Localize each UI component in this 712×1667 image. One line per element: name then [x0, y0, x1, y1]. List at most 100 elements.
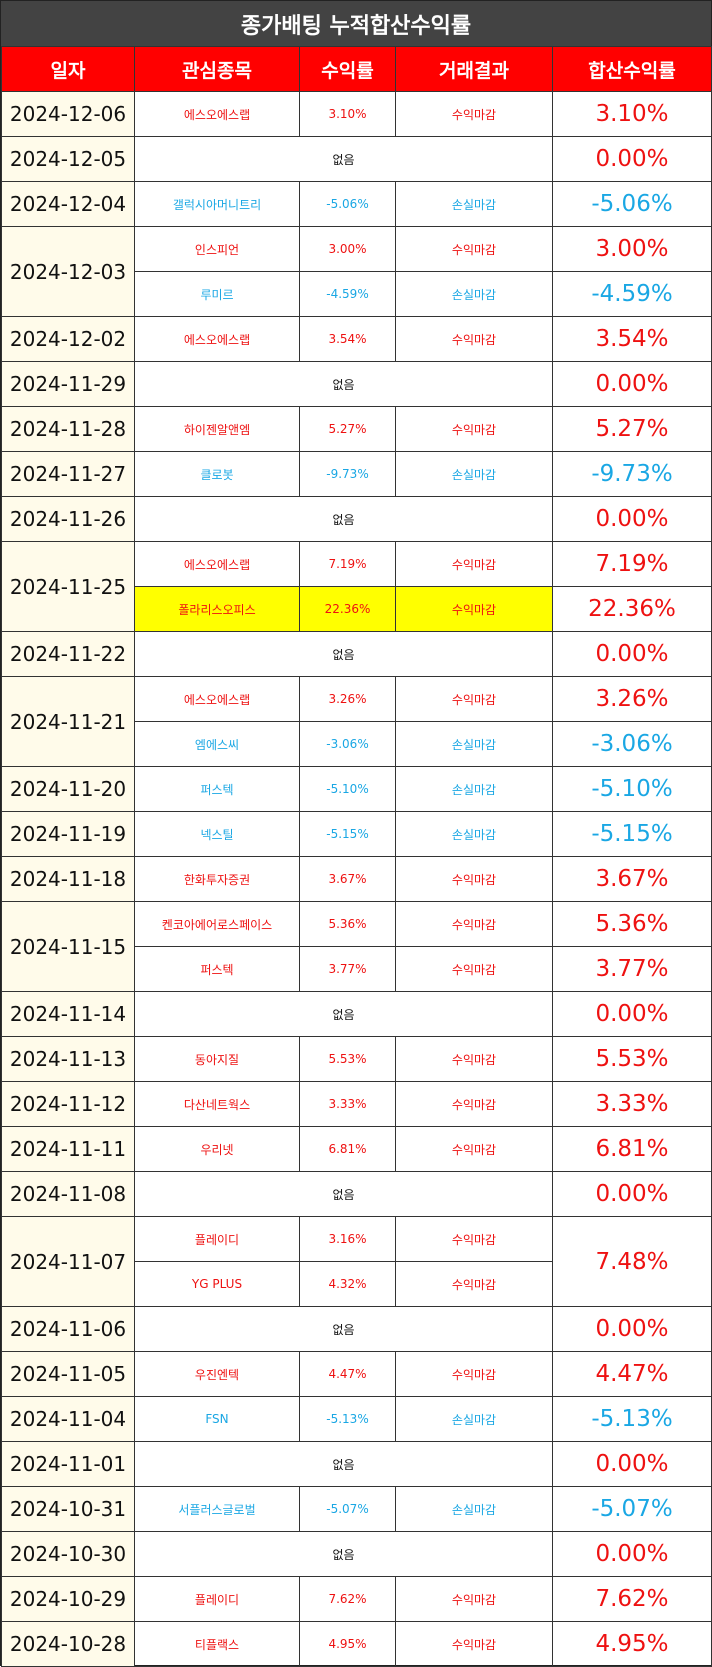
stock-name-cell: 플레이디	[134, 1576, 300, 1622]
date-cell: 2024-11-04	[1, 1396, 135, 1442]
trade-result-cell: 수익마감	[395, 541, 553, 587]
stock-name-cell: 우진엔텍	[134, 1351, 300, 1397]
rate-cell: 7.19%	[299, 541, 396, 587]
rate-cell: 4.32%	[299, 1261, 396, 1307]
trade-result-cell: 수익마감	[395, 1126, 553, 1172]
date-cell: 2024-12-03	[1, 226, 135, 317]
rate-cell: -9.73%	[299, 451, 396, 497]
stock-name-cell: 엠에스씨	[134, 721, 300, 767]
date-cell: 2024-10-28	[1, 1621, 135, 1667]
rate-cell: -5.07%	[299, 1486, 396, 1532]
no-trade-cell: 없음	[134, 991, 553, 1037]
stock-name-cell: 플레이디	[134, 1216, 300, 1262]
total-return-cell: 0.00%	[552, 136, 712, 182]
date-cell: 2024-11-12	[1, 1081, 135, 1127]
table-row: 2024-10-31 서플러스글로벌 -5.07% 손실마감 -5.07%	[1, 1486, 712, 1532]
trade-result-cell: 수익마감	[395, 1216, 553, 1262]
table-row: 2024-11-25 에스오에스랩 7.19% 수익마감 7.19%	[1, 541, 712, 632]
rate-cell: 3.00%	[299, 226, 396, 272]
table-body: 2024-12-06 에스오에스랩 3.10% 수익마감 3.10% 2024-12-05…	[1, 91, 712, 1667]
table-row: 2024-11-07 플레이디 3.16% 수익마감 7.48%	[1, 1216, 712, 1307]
table-row: 2024-11-05 우진엔텍 4.47% 수익마감 4.47%	[1, 1351, 712, 1397]
trade-result-cell: 손실마감	[395, 1396, 553, 1442]
table-row: 2024-11-26 없음 0.00%	[1, 496, 712, 542]
trade-result-cell: 수익마감	[395, 1081, 553, 1127]
total-return-cell: 0.00%	[552, 631, 712, 677]
trade-result-cell: 수익마감	[395, 1576, 553, 1622]
rate-cell: 3.10%	[299, 91, 396, 137]
trade-result-cell: 수익마감	[395, 1351, 553, 1397]
table-row: 퍼스텍 3.77% 수익마감 3.77%	[2, 946, 712, 992]
date-cell: 2024-12-06	[1, 91, 135, 137]
date-cell: 2024-11-06	[1, 1306, 135, 1352]
no-trade-cell: 없음	[134, 1171, 553, 1217]
table-row: 2024-11-29 없음 0.00%	[1, 361, 712, 407]
stock-name-cell: FSN	[134, 1396, 300, 1442]
rate-cell: 6.81%	[299, 1126, 396, 1172]
trade-result-cell: 수익마감	[395, 316, 553, 362]
total-return-cell: 3.26%	[552, 676, 712, 722]
trade-result-cell: 손실마감	[395, 1486, 553, 1532]
date-cell: 2024-11-01	[1, 1441, 135, 1487]
table-row: 2024-11-28 하이젠알앤엠 5.27% 수익마감 5.27%	[1, 406, 712, 452]
table-row: 2024-11-21 에스오에스랩 3.26% 수익마감 3.26%	[1, 676, 712, 767]
total-return-cell: -5.07%	[552, 1486, 712, 1532]
date-cell: 2024-11-21	[1, 676, 135, 767]
table-row: 2024-11-04 FSN -5.13% 손실마감 -5.13%	[1, 1396, 712, 1442]
date-cell: 2024-12-05	[1, 136, 135, 182]
rate-cell: 3.33%	[299, 1081, 396, 1127]
rate-cell: 3.16%	[299, 1216, 396, 1262]
trade-result-cell: 손실마감	[395, 721, 553, 767]
date-cell: 2024-11-07	[1, 1216, 135, 1307]
total-return-cell: -3.06%	[552, 721, 712, 767]
table-row: 2024-10-28 티플랙스 4.95% 수익마감 4.95%	[1, 1621, 712, 1667]
date-cell: 2024-11-11	[1, 1126, 135, 1172]
stock-name-cell: 넥스틸	[134, 811, 300, 857]
trade-result-cell: 수익마감	[395, 1261, 553, 1307]
total-return-cell: 5.27%	[552, 406, 712, 452]
date-cell: 2024-11-25	[1, 541, 135, 632]
column-header-total: 합산수익률	[552, 46, 712, 92]
total-return-cell: 5.53%	[552, 1036, 712, 1082]
total-return-cell: 3.77%	[552, 946, 712, 992]
stock-name-cell: 한화투자증권	[134, 856, 300, 902]
trade-result-cell: 수익마감	[395, 226, 553, 272]
table-row: 2024-11-22 없음 0.00%	[1, 631, 712, 677]
total-return-cell: 0.00%	[552, 361, 712, 407]
trade-result-cell: 손실마감	[395, 811, 553, 857]
table-row: 2024-11-08 없음 0.00%	[1, 1171, 712, 1217]
total-return-cell: 3.67%	[552, 856, 712, 902]
table-row: 2024-11-11 우리넷 6.81% 수익마감 6.81%	[1, 1126, 712, 1172]
trade-result-cell: 수익마감	[395, 676, 553, 722]
trade-result-cell: 손실마감	[395, 271, 553, 317]
table-row: 2024-11-20 퍼스텍 -5.10% 손실마감 -5.10%	[1, 766, 712, 812]
stock-name-cell: 에스오에스랩	[134, 91, 300, 137]
date-cell: 2024-11-08	[1, 1171, 135, 1217]
rate-cell: 5.27%	[299, 406, 396, 452]
table-row: 2024-12-06 에스오에스랩 3.10% 수익마감 3.10%	[1, 91, 712, 137]
total-return-cell: 6.81%	[552, 1126, 712, 1172]
table-row: 2024-11-06 없음 0.00%	[1, 1306, 712, 1352]
returns-table: 일자 관심종목 수익률 거래결과 합산수익률 2024-12-06 에스오에스랩 3…	[1, 46, 712, 1667]
rate-cell: 4.95%	[299, 1621, 396, 1667]
trade-result-cell: 손실마감	[395, 451, 553, 497]
stock-name-cell: 티플랙스	[134, 1621, 300, 1667]
stock-name-cell: 에스오에스랩	[134, 541, 300, 587]
table-row: 2024-11-12 다산네트웍스 3.33% 수익마감 3.33%	[1, 1081, 712, 1127]
date-cell: 2024-12-04	[1, 181, 135, 227]
date-cell: 2024-11-14	[1, 991, 135, 1037]
header-row: 일자 관심종목 수익률 거래결과 합산수익률	[1, 46, 712, 92]
table-row: 엠에스씨 -3.06% 손실마감 -3.06%	[2, 721, 712, 767]
rate-cell: 3.26%	[299, 676, 396, 722]
trade-result-cell: 손실마감	[395, 766, 553, 812]
table-row: 폴라리스오피스 22.36% 수익마감 22.36%	[2, 586, 712, 632]
table-row: 2024-12-02 에스오에스랩 3.54% 수익마감 3.54%	[1, 316, 712, 362]
trade-result-cell: 수익마감	[395, 91, 553, 137]
trade-result-cell: 수익마감	[395, 586, 553, 632]
rate-cell: 3.77%	[299, 946, 396, 992]
table-row: 2024-10-29 플레이디 7.62% 수익마감 7.62%	[1, 1576, 712, 1622]
table-row: 2024-12-03 인스피언 3.00% 수익마감 3.00%	[1, 226, 712, 317]
no-trade-cell: 없음	[134, 631, 553, 677]
stock-name-cell: 우리넷	[134, 1126, 300, 1172]
